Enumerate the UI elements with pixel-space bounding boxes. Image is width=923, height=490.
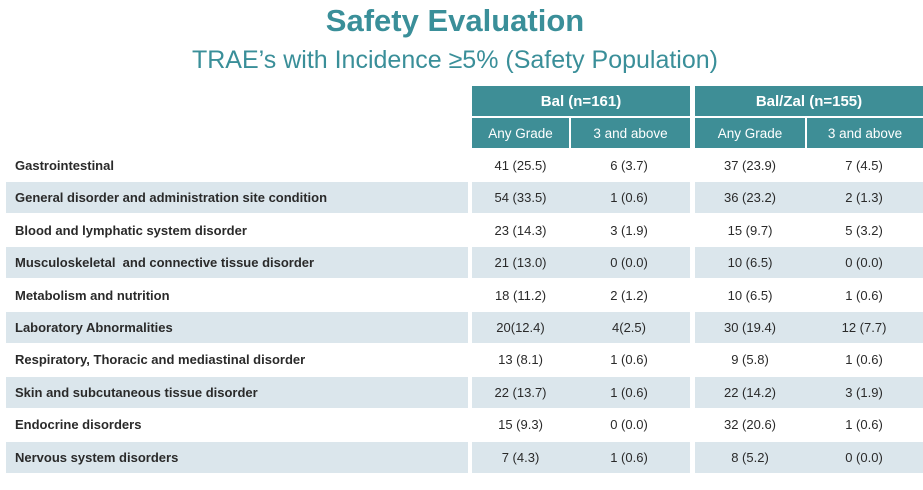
table-cell: 2 (1.3) [845, 190, 883, 206]
row-background [6, 376, 468, 408]
row-background [695, 312, 923, 343]
page-subtitle: TRAE’s with Incidence ≥5% (Safety Popula… [191, 46, 718, 74]
table-cell: 8 (5.2) [731, 449, 769, 465]
row-label: Blood and lymphatic system disorder [15, 222, 247, 238]
table-cell: 12 (7.7) [841, 320, 887, 335]
row-background [695, 441, 923, 473]
table-row: Metabolism and nutrition 18 (11.2) 2 (1.2)… [6, 280, 923, 311]
table-row: Nervous system disorders 7 (4.3) 1 (0.6) 8 … [6, 441, 923, 473]
row-background [695, 247, 923, 279]
table-row: Musculoskeletal and connective tissue di… [6, 247, 923, 279]
table-cell: 1 (0.6) [845, 417, 883, 433]
table-cell: 3 (1.9) [845, 384, 883, 400]
table-cell: 3 (1.9) [610, 222, 648, 238]
row-background [472, 312, 690, 343]
table-cell: 1 (0.6) [610, 190, 648, 206]
table-cell: 2 (1.2) [610, 287, 648, 303]
subheader-bal-any-grade: Any Grade [472, 118, 569, 148]
subheader-balzal-grade3: 3 and above [807, 118, 923, 148]
table-cell: 4(2.5) [612, 320, 646, 335]
row-background [472, 247, 690, 279]
row-background [472, 376, 690, 408]
table-cell: 0 (0.0) [610, 417, 648, 433]
table-cell: 22 (14.2) [723, 384, 777, 400]
subheader-divider [569, 118, 571, 148]
table-cell: 54 (33.5) [494, 190, 547, 206]
row-background [6, 312, 468, 343]
row-background [472, 441, 690, 473]
row-background [695, 182, 923, 214]
table-cell: 30 (19.4) [723, 320, 777, 335]
table-cell: 1 (0.6) [845, 287, 883, 303]
table-cell: 21 (13.0) [494, 255, 547, 271]
table-row: Laboratory Abnormalities 20(12.4) 4(2.5) 30… [6, 312, 923, 343]
row-background [6, 441, 468, 473]
subheader-divider [805, 118, 807, 148]
table-row: Blood and lymphatic system disorder 23 (1… [6, 215, 923, 246]
table-cell: 15 (9.7) [727, 222, 773, 238]
row-label: Laboratory Abnormalities [15, 320, 173, 335]
table-row: Endocrine disorders 15 (9.3) 0 (0.0) 32 (20… [6, 409, 923, 440]
row-label: Gastrointestinal [15, 158, 114, 173]
page-title: Safety Evaluation [325, 3, 585, 38]
table-cell: 1 (0.6) [845, 352, 883, 368]
row-background [695, 376, 923, 408]
row-background [472, 182, 690, 214]
table-cell: 10 (6.5) [727, 255, 773, 271]
table-cell: 7 (4.5) [845, 158, 883, 173]
table-cell: 1 (0.6) [610, 449, 648, 465]
table-cell: 10 (6.5) [727, 287, 773, 303]
row-label: Endocrine disorders [15, 417, 142, 433]
row-label: Skin and subcutaneous tissue disorder [15, 384, 258, 400]
table-cell: 23 (14.3) [494, 222, 547, 238]
table-cell: 5 (3.2) [845, 222, 883, 238]
row-label: Musculoskeletal and connective tissue di… [15, 255, 315, 271]
table-cell: 13 (8.1) [498, 352, 543, 368]
table-cell: 9 (5.8) [731, 352, 769, 368]
table-cell: 15 (9.3) [498, 417, 543, 433]
table-cell: 41 (25.5) [494, 158, 547, 173]
table-cell: 0 (0.0) [610, 255, 648, 271]
table-cell: 6 (3.7) [610, 158, 648, 173]
table-cell: 18 (11.2) [494, 287, 547, 303]
row-label: Metabolism and nutrition [15, 287, 170, 303]
table-cell: 0 (0.0) [845, 255, 883, 271]
table-cell: 7 (4.3) [501, 449, 540, 465]
table-row: Gastrointestinal 41 (25.5) 6 (3.7) 37 (23.9… [6, 150, 923, 181]
group-header-bal: Bal (n=161) [472, 86, 690, 118]
table-row: Skin and subcutaneous tissue disorder 22 … [6, 376, 923, 408]
row-label: Nervous system disorders [15, 449, 179, 465]
subheader-balzal-any-grade: Any Grade [695, 118, 805, 148]
table-cell: 0 (0.0) [845, 449, 883, 465]
table-cell: 22 (13.7) [494, 384, 547, 400]
row-background [6, 247, 468, 279]
table-cell: 20(12.4) [496, 320, 545, 335]
row-background [6, 182, 468, 214]
table-cell: 32 (20.6) [723, 417, 777, 433]
table-cell: 1 (0.6) [610, 384, 648, 400]
table-cell: 36 (23.2) [723, 190, 777, 206]
row-label: Respiratory, Thoracic and mediastinal di… [15, 352, 306, 368]
table-cell: 37 (23.9) [723, 158, 777, 173]
group-header-bal-zal: Bal/Zal (n=155) [695, 86, 923, 118]
table-row: General disorder and administration site… [6, 182, 923, 214]
table-cell: 1 (0.6) [610, 352, 648, 368]
row-label: General disorder and administration site… [15, 190, 328, 206]
table-row: Respiratory, Thoracic and mediastinal di… [6, 344, 923, 375]
subheader-bal-grade3: 3 and above [571, 118, 690, 148]
